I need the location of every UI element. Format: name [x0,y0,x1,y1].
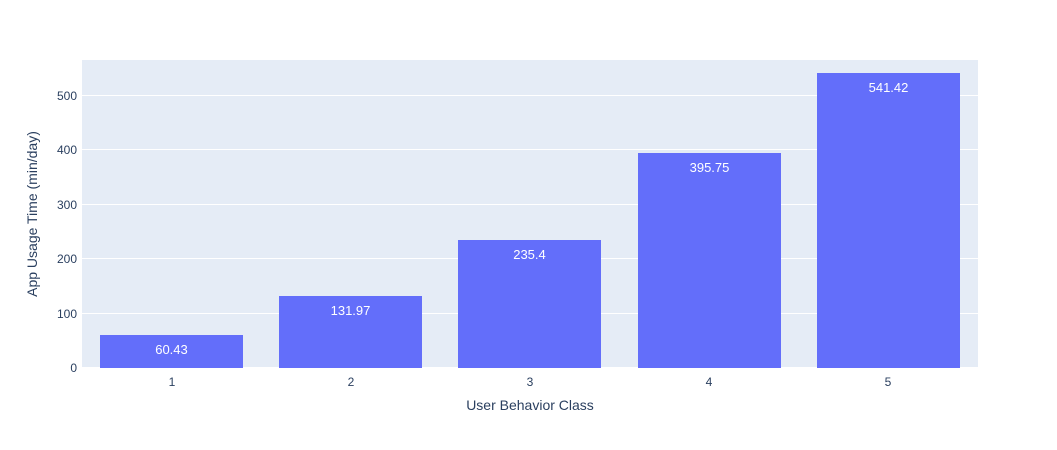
y-tick-label: 500 [56,89,77,103]
y-tick-label: 100 [56,307,77,321]
plot-area: 60.43 131.97 235.4 395.75 541.42 [82,60,978,368]
x-tick-label: 4 [705,375,713,389]
x-tick-label: 2 [347,375,355,389]
y-gridline [82,95,978,96]
y-tick-label: 400 [56,143,77,157]
x-axis-title: User Behavior Class [466,397,594,413]
x-tick-label: 5 [884,375,892,389]
bar-class-3[interactable] [458,240,601,368]
x-tick-label: 3 [526,375,534,389]
bar-class-2[interactable] [279,296,422,368]
y-tick-label: 0 [70,361,77,375]
bar-class-1[interactable] [100,335,243,368]
bar-class-5[interactable] [817,73,960,368]
y-tick-label: 300 [56,198,77,212]
y-gridline [82,204,978,205]
y-gridline [82,149,978,150]
x-tick-label: 1 [168,375,176,389]
y-tick-label: 200 [56,252,77,266]
bar-class-4[interactable] [638,153,781,368]
